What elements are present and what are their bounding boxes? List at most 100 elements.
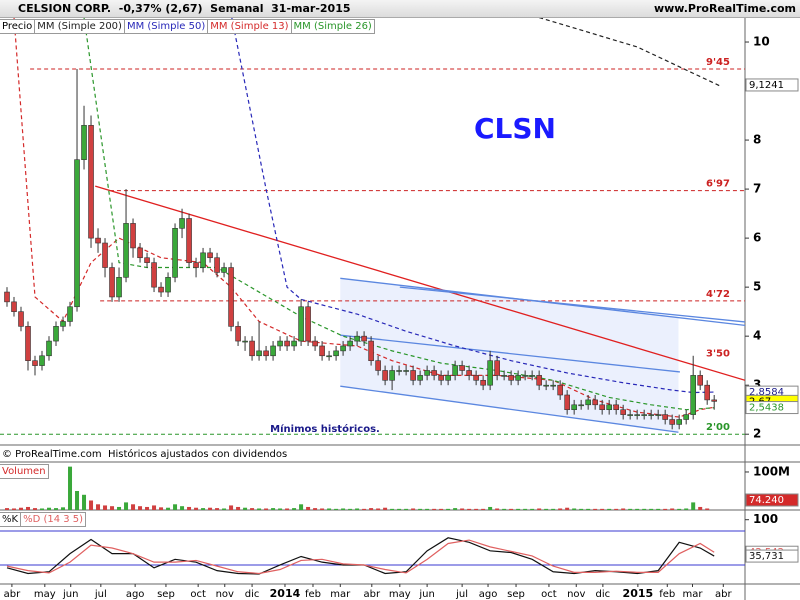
candle-body: [270, 345, 276, 357]
volume-bar: [348, 508, 353, 510]
legend-entry: MM (Simple 50): [124, 19, 209, 34]
x-tick-label: nov: [216, 589, 234, 600]
volume-bar: [516, 508, 521, 510]
candle-body: [207, 252, 213, 259]
volume-bar: [383, 507, 388, 510]
volume-bar: [565, 507, 570, 510]
channel-shade: [340, 278, 679, 433]
candle-body: [410, 370, 416, 381]
candle-body: [4, 291, 10, 303]
candle-body: [669, 419, 675, 425]
candle-body: [11, 301, 17, 312]
volume-bar: [159, 507, 164, 510]
volume-bar: [61, 507, 66, 510]
candle-body: [487, 360, 493, 386]
candle-body: [424, 370, 430, 376]
volume-bar: [390, 508, 395, 510]
volume-bar: [173, 504, 178, 510]
x-tick-label: may: [34, 589, 56, 600]
candle-body: [116, 277, 122, 298]
value-tag: 35,731: [749, 551, 784, 562]
volume-bar: [551, 508, 556, 510]
volume-bar: [572, 508, 577, 510]
price-plot: [0, 18, 745, 435]
x-tick-label: 2014: [270, 587, 301, 600]
candle-body: [375, 360, 381, 371]
x-tick-label: sep: [507, 589, 525, 600]
volume-bar: [460, 508, 465, 510]
candle-body: [25, 326, 31, 361]
value-tag: 2,8584: [749, 387, 784, 398]
candle-body: [459, 365, 465, 371]
level-label: 6'97: [706, 179, 730, 190]
volume-bar: [215, 508, 220, 510]
candle-body: [193, 262, 199, 268]
x-tick-label: abr: [4, 589, 21, 600]
candle-body: [95, 237, 101, 244]
level-label: 3'50: [706, 349, 730, 360]
candle-body: [627, 414, 633, 416]
value-tag-box: [745, 401, 799, 415]
candle-body: [585, 399, 591, 406]
volume-bar: [19, 507, 24, 510]
volume-bar: [432, 508, 437, 510]
volume-bar: [663, 508, 668, 510]
volume-bar: [201, 508, 206, 510]
level-label: 4'72: [706, 289, 730, 300]
x-tick-label: dic: [245, 589, 260, 600]
candle-body: [214, 257, 220, 273]
candle-body: [403, 370, 409, 372]
header-site[interactable]: www.ProRealTime.com: [653, 2, 796, 15]
x-tick-label: feb: [659, 589, 675, 600]
x-tick-label: abr: [364, 589, 381, 600]
candle-body: [662, 414, 668, 420]
volume-title: Volumen: [0, 464, 49, 479]
volume-bar: [278, 508, 283, 510]
candle-body: [172, 228, 178, 278]
volume-bar: [250, 508, 255, 510]
volume-bar: [628, 508, 633, 510]
legend-entry: Precio: [0, 19, 36, 34]
volume-bar: [229, 505, 234, 510]
volume-bar: [166, 507, 171, 510]
value-tag: 9,1241: [749, 80, 784, 91]
candle-body: [137, 247, 143, 259]
series-line: [231, 18, 715, 394]
volume-bar: [68, 466, 73, 510]
candle-body: [361, 335, 367, 342]
candle-body: [81, 125, 87, 160]
volume-bar: [271, 508, 276, 510]
stoch-legend: %K %D (14 3 5): [0, 512, 87, 527]
candle-body: [263, 350, 269, 357]
volume-bar: [180, 506, 185, 510]
candle-body: [242, 340, 248, 343]
y-tick-label: 100: [753, 512, 778, 526]
volume-bar: [124, 502, 129, 510]
legend-entry: %D (14 3 5): [21, 512, 87, 527]
candle-body: [144, 257, 150, 263]
candle-body: [648, 414, 654, 416]
legend-entry: MM (Simple 26): [291, 19, 375, 34]
volume-bar: [691, 502, 696, 510]
level-label: 2'00: [706, 422, 730, 433]
volume-bar: [222, 508, 227, 510]
candle-body: [319, 345, 325, 357]
candle-body: [445, 375, 451, 381]
volume-bar: [544, 508, 549, 510]
candle-body: [599, 404, 605, 411]
candle-body: [438, 375, 444, 381]
y-tick-label: 7: [753, 182, 761, 196]
trend-line: [340, 385, 679, 433]
volume-bar: [40, 508, 45, 510]
candle-body: [354, 335, 360, 342]
volume-bar: [26, 506, 31, 510]
candle-body: [109, 267, 115, 298]
volume-bar: [54, 508, 59, 510]
legend-entry: MM (Simple 200): [35, 19, 125, 34]
volume-bar: [600, 508, 605, 510]
volume-bar: [208, 507, 213, 510]
volume-bar: [299, 504, 304, 510]
candle-body: [368, 340, 374, 361]
candle-body: [473, 375, 479, 381]
